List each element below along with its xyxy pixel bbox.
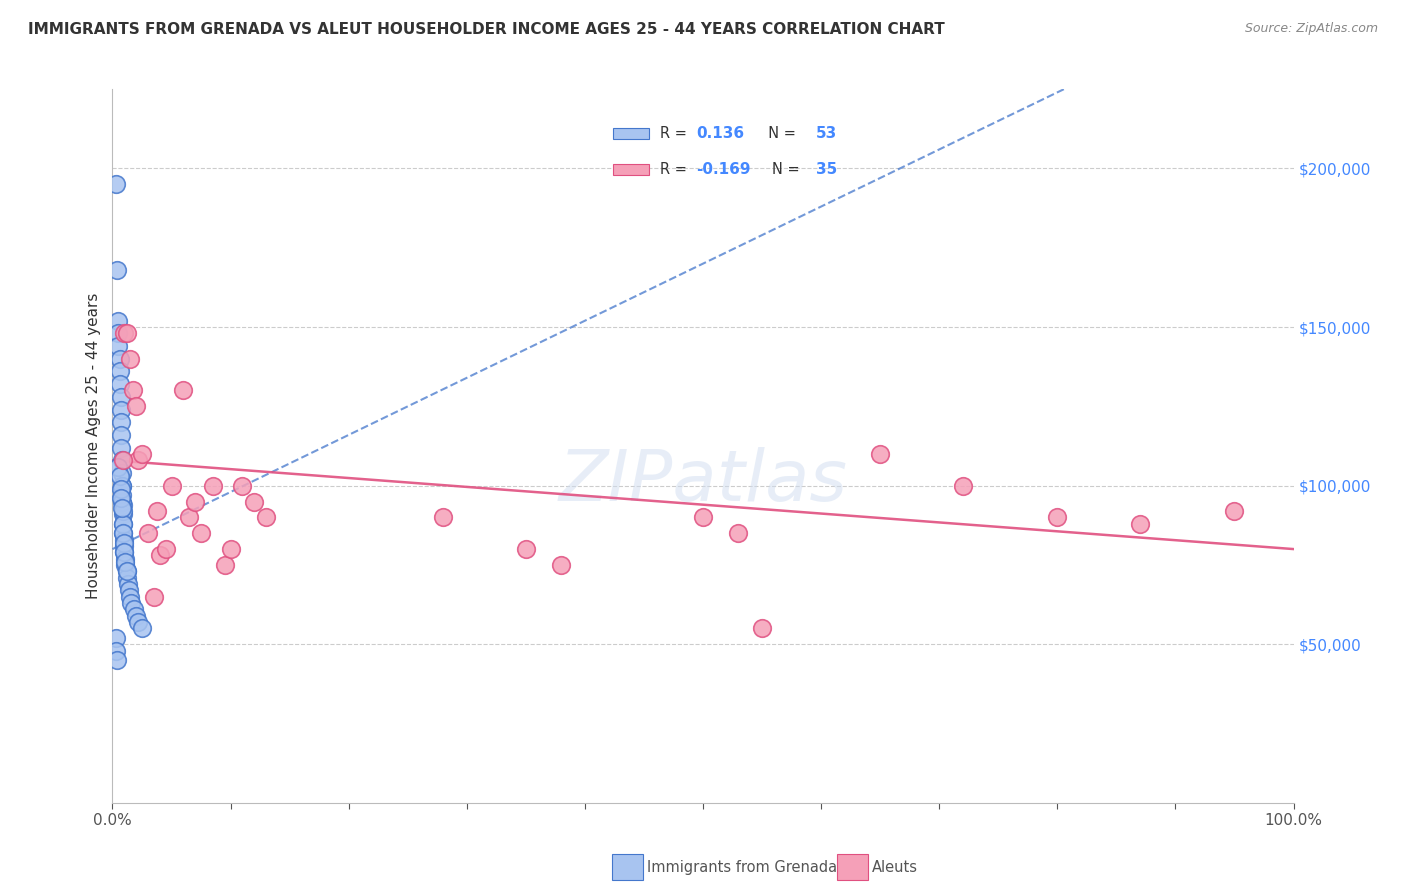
Point	[108, 364, 131, 378]
Text: ZIPatlas: ZIPatlas	[558, 447, 848, 516]
Point	[121, 384, 143, 398]
Point	[115, 564, 138, 578]
Point	[105, 643, 128, 657]
Point	[214, 558, 236, 572]
Point	[127, 453, 149, 467]
Point	[112, 533, 135, 547]
Point	[515, 542, 537, 557]
Point	[108, 469, 131, 483]
Point	[254, 510, 277, 524]
Point	[692, 510, 714, 524]
Point	[131, 621, 153, 635]
Point	[112, 516, 135, 531]
Point	[107, 326, 129, 341]
Point	[112, 535, 135, 549]
Point	[112, 539, 135, 553]
Point	[110, 482, 132, 496]
Point	[1046, 510, 1069, 524]
Point	[112, 516, 135, 531]
Point	[110, 428, 132, 442]
Point	[105, 263, 128, 277]
Point	[172, 384, 194, 398]
Point	[146, 504, 169, 518]
Point	[111, 488, 134, 502]
Point	[111, 494, 134, 508]
Point	[112, 326, 135, 341]
Point	[110, 402, 132, 417]
Point	[114, 551, 136, 566]
Point	[117, 577, 139, 591]
Point	[1223, 504, 1246, 518]
Point	[243, 494, 266, 508]
Point	[127, 615, 149, 629]
Point	[111, 466, 134, 480]
Point	[179, 510, 201, 524]
Point	[120, 590, 142, 604]
Point	[112, 526, 135, 541]
Text: Aleuts: Aleuts	[872, 860, 918, 874]
Point	[120, 351, 142, 366]
Point	[727, 526, 749, 541]
Point	[115, 326, 138, 341]
Text: IMMIGRANTS FROM GRENADA VS ALEUT HOUSEHOLDER INCOME AGES 25 - 44 YEARS CORRELATI: IMMIGRANTS FROM GRENADA VS ALEUT HOUSEHO…	[28, 22, 945, 37]
Point	[149, 549, 172, 563]
Y-axis label: Householder Income Ages 25 - 44 years: Householder Income Ages 25 - 44 years	[86, 293, 101, 599]
Point	[115, 571, 138, 585]
Point	[112, 453, 135, 467]
Point	[190, 526, 212, 541]
Point	[550, 558, 572, 572]
Point	[201, 478, 224, 492]
Point	[105, 631, 128, 645]
Point	[112, 498, 135, 512]
Point	[1129, 516, 1152, 531]
Point	[125, 400, 148, 414]
Point	[115, 564, 138, 578]
Point	[952, 478, 974, 492]
Text: Source: ZipAtlas.com: Source: ZipAtlas.com	[1244, 22, 1378, 36]
Point	[107, 459, 129, 474]
Point	[108, 351, 131, 366]
Point	[125, 608, 148, 623]
Point	[111, 478, 134, 492]
Point	[114, 555, 136, 569]
Point	[110, 390, 132, 404]
Point	[107, 314, 129, 328]
Point	[107, 339, 129, 353]
Point	[114, 558, 136, 572]
Point	[120, 596, 142, 610]
Point	[131, 447, 153, 461]
Point	[108, 377, 131, 392]
Point	[112, 504, 135, 518]
Point	[112, 526, 135, 541]
Point	[142, 590, 165, 604]
Point	[118, 583, 141, 598]
Point	[112, 545, 135, 559]
Point	[110, 415, 132, 429]
Text: Immigrants from Grenada: Immigrants from Grenada	[647, 860, 837, 874]
Point	[155, 542, 177, 557]
Point	[122, 602, 145, 616]
Point	[869, 447, 891, 461]
Point	[111, 500, 134, 515]
Point	[105, 653, 128, 667]
Point	[136, 526, 159, 541]
Point	[110, 491, 132, 506]
Point	[105, 178, 128, 192]
Point	[111, 478, 134, 492]
Point	[111, 453, 134, 467]
Point	[751, 621, 773, 635]
Point	[432, 510, 454, 524]
Point	[112, 545, 135, 559]
Point	[219, 542, 242, 557]
Point	[231, 478, 253, 492]
Point	[110, 441, 132, 455]
Point	[160, 478, 183, 492]
Point	[184, 494, 207, 508]
Point	[112, 507, 135, 521]
